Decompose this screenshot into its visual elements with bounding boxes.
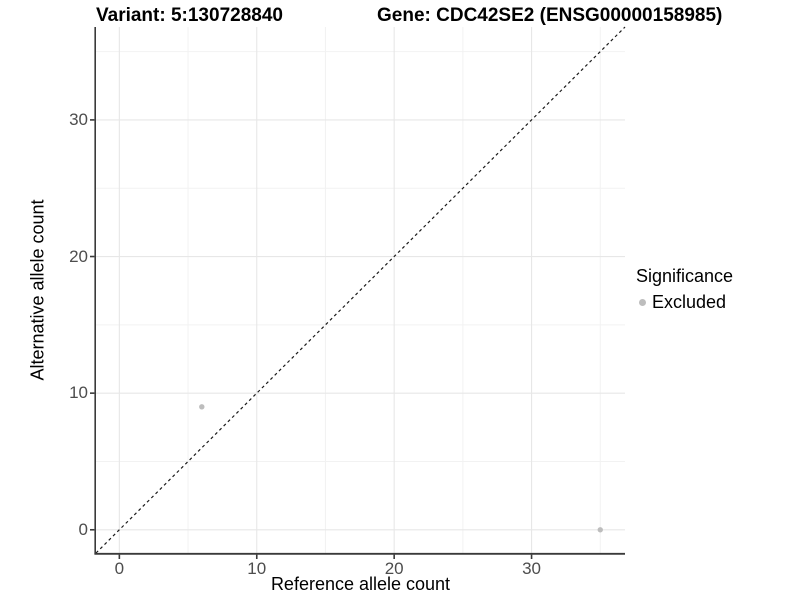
data-point — [597, 527, 603, 533]
x-axis-title: Reference allele count — [270, 574, 451, 594]
y-axis-title: Alternative allele count — [27, 199, 48, 381]
identity-line — [95, 26, 626, 554]
data-point — [199, 404, 205, 410]
legend-point-icon — [639, 299, 646, 306]
x-tick-label: 20 — [384, 559, 404, 578]
legend-title: Significance — [636, 266, 734, 286]
y-tick-label: 30 — [69, 109, 88, 129]
legend-significance: Significance Excluded — [636, 266, 733, 313]
y-tick-label: 10 — [69, 383, 88, 403]
x-tick-label: 10 — [247, 559, 267, 578]
variant-title: Variant: 5:130728840 — [96, 5, 283, 26]
gene-title: Gene: CDC42SE2 (ENSG00000158985) — [377, 5, 723, 26]
x-tick-label: 0 — [114, 559, 125, 578]
x-tick-label: 30 — [522, 559, 542, 578]
legend-item-excluded: Excluded — [636, 292, 733, 313]
legend-item-label: Excluded — [652, 292, 727, 312]
y-tick-label: 0 — [78, 519, 88, 539]
y-tick-label: 20 — [69, 246, 88, 266]
